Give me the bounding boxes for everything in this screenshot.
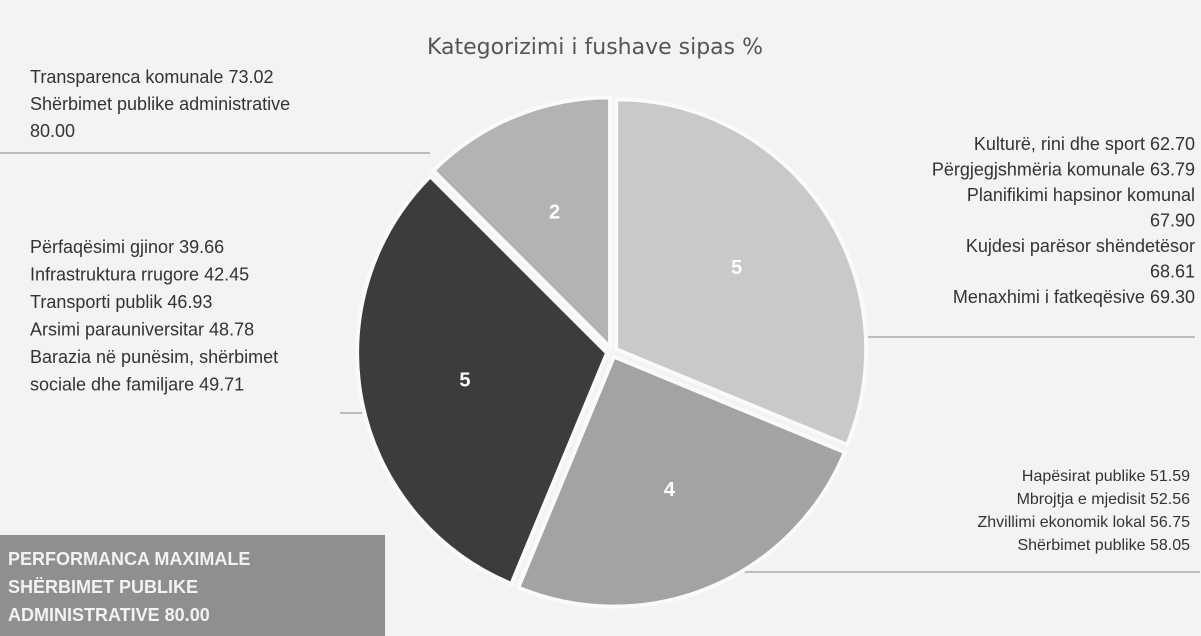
annotation-text: 68.61: [1150, 261, 1195, 281]
pie-slice: [515, 354, 848, 609]
highlight-text: SHËRBIMET PUBLIKE: [8, 577, 198, 597]
annotation-text: Përgjegjshmëria komunale 63.79: [932, 159, 1195, 179]
annotation-text: Shërbimet publike 58.05: [1017, 537, 1190, 554]
annotation-text: Infrastruktura rrugore 42.45: [30, 264, 249, 284]
data-label: 4: [664, 479, 676, 501]
annotation-text: Kujdesi parësor shëndetësor: [966, 236, 1195, 256]
data-label: 5: [731, 257, 742, 279]
pie-slice: [430, 95, 613, 353]
pie-slice: [614, 97, 869, 448]
data-label: 5: [459, 370, 470, 392]
annotation-text: 67.90: [1150, 210, 1195, 230]
highlight-text: PERFORMANCA MAXIMALE: [8, 549, 250, 569]
chart-title: Kategorizimi i fushave sipas %: [427, 35, 763, 60]
annotation-text: Transporti publik 46.93: [30, 292, 212, 312]
annotation-text: 80.00: [30, 121, 75, 141]
pie-slice: [355, 173, 610, 587]
annotation-text: Planifikimi hapsinor komunal: [967, 185, 1195, 205]
annotation-text: sociale dhe familjare 49.71: [30, 374, 244, 394]
annotation-text: Mbrojtja e mjedisit 52.56: [1017, 491, 1191, 508]
data-label: 2: [549, 202, 560, 224]
annotation-text: Menaxhimi i fatkeqësive 69.30: [953, 287, 1195, 307]
annotation-text: Hapësirat publike 51.59: [1022, 468, 1190, 485]
annotation-text: Barazia në punësim, shërbimet: [30, 347, 278, 367]
highlight-text: ADMINISTRATIVE 80.00: [8, 605, 210, 625]
annotation-text: Arsimi parauniversitar 48.78: [30, 319, 254, 339]
annotation-text: Shërbimet publike administrative: [30, 94, 290, 114]
annotation-text: Kulturë, rini dhe sport 62.70: [974, 134, 1195, 154]
annotation-text: Transparenca komunale 73.02: [30, 67, 273, 87]
annotation-text: Zhvillimi ekonomik lokal 56.75: [977, 514, 1190, 531]
annotation-text: Përfaqësimi gjinor 39.66: [30, 237, 224, 257]
highlight-box: [0, 535, 385, 636]
